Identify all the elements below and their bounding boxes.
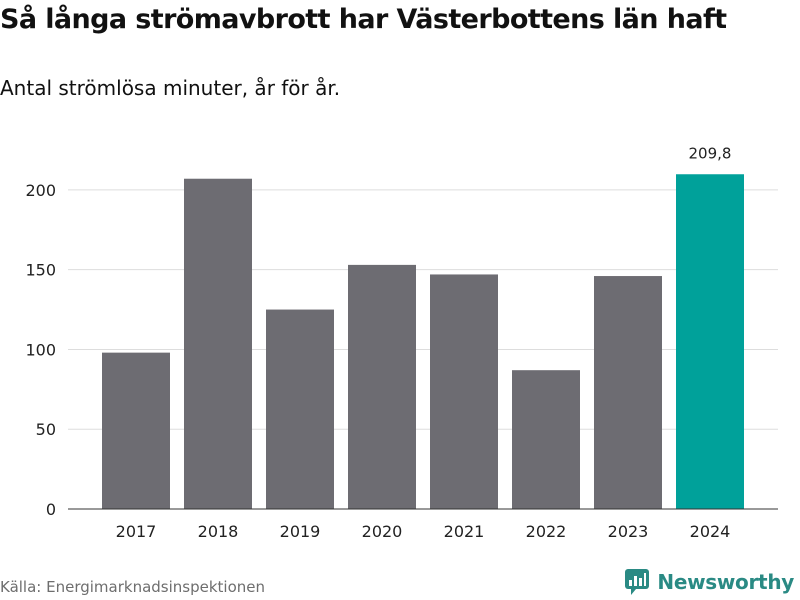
x-tick-label: 2018 [198, 522, 239, 541]
bar-2019 [266, 309, 334, 509]
bar-2024 [676, 174, 744, 509]
data-label-2024: 209,8 [689, 144, 732, 162]
y-tick-label: 100 [25, 340, 56, 359]
y-tick-label: 150 [25, 261, 56, 280]
y-tick-label: 0 [46, 500, 56, 519]
x-tick-label: 2023 [608, 522, 649, 541]
newsworthy-logo-icon [625, 569, 650, 595]
x-tick-label: 2024 [690, 522, 731, 541]
source-note: Källa: Energimarknadsinspektionen [0, 578, 266, 596]
x-tick-label: 2020 [362, 522, 403, 541]
bar-2023 [594, 276, 662, 509]
x-tick-label: 2022 [526, 522, 567, 541]
chart-title: Så långa strömavbrott har Västerbottens … [0, 4, 727, 35]
bar-2022 [512, 370, 580, 509]
x-tick-label: 2017 [116, 522, 157, 541]
bar-chart: 0 50 100 150 200 2017 2018 2019 2020 2021 2022 2023… [25, 144, 778, 541]
y-tick-label: 50 [36, 420, 56, 439]
x-tick-label: 2021 [444, 522, 485, 541]
x-tick-label: 2019 [280, 522, 321, 541]
bar-2020 [348, 264, 416, 509]
brand-logo: Newsworthy [625, 569, 794, 595]
bar-2017 [102, 352, 170, 509]
y-tick-label: 200 [25, 181, 56, 200]
bar-2018 [184, 178, 252, 509]
bar-2021 [430, 274, 498, 509]
chart-subtitle: Antal strömlösa minuter, år för år. [0, 76, 341, 100]
brand-name: Newsworthy [657, 570, 794, 594]
